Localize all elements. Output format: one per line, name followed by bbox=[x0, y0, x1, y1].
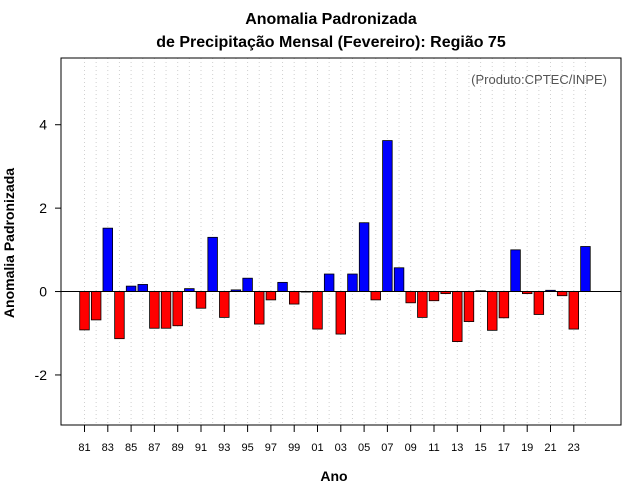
bar-2011 bbox=[428, 291, 440, 302]
bar-2004 bbox=[347, 273, 358, 292]
x-tick-label: 99 bbox=[288, 442, 300, 454]
bar-1985 bbox=[125, 285, 137, 292]
bar-2017 bbox=[498, 291, 510, 319]
bars-group bbox=[79, 140, 591, 342]
bar-2003 bbox=[335, 291, 347, 335]
bar-2008 bbox=[393, 267, 405, 292]
bar-1997 bbox=[265, 291, 277, 301]
bar-2001 bbox=[312, 291, 323, 330]
bar-2018 bbox=[510, 249, 521, 292]
bar-2024 bbox=[580, 246, 591, 292]
bar-1981 bbox=[79, 291, 90, 331]
y-axis: -2 0 2 4 bbox=[35, 117, 61, 383]
x-tick-label: 93 bbox=[218, 442, 230, 454]
x-tick-label: 87 bbox=[148, 442, 160, 454]
x-axis-label: Ano bbox=[320, 468, 347, 484]
y-tick-label: 0 bbox=[39, 284, 47, 300]
x-tick-label: 03 bbox=[335, 442, 347, 454]
bar-2022 bbox=[556, 291, 568, 297]
x-tick-label: 95 bbox=[241, 442, 253, 454]
bar-2016 bbox=[487, 291, 498, 331]
x-tick-label: 05 bbox=[358, 442, 370, 454]
x-tick-label: 01 bbox=[311, 442, 323, 454]
bar-1988 bbox=[160, 291, 172, 329]
bar-2009 bbox=[405, 291, 416, 304]
x-tick-label: 91 bbox=[195, 442, 207, 454]
bar-1996 bbox=[254, 291, 265, 325]
x-tick-label: 89 bbox=[172, 442, 184, 454]
bar-2020 bbox=[533, 291, 545, 315]
bar-1991 bbox=[195, 291, 207, 309]
bar-1982 bbox=[90, 291, 102, 321]
bar-2006 bbox=[370, 291, 381, 301]
vertical-grid-lines bbox=[84, 58, 586, 425]
bar-2005 bbox=[358, 222, 370, 292]
bar-1984 bbox=[114, 291, 125, 340]
x-tick-label: 09 bbox=[405, 442, 417, 454]
bar-1986 bbox=[137, 284, 148, 292]
plot-frame bbox=[60, 57, 622, 426]
x-tick-label: 97 bbox=[265, 442, 277, 454]
x-tick-label: 19 bbox=[521, 442, 533, 454]
bar-2010 bbox=[417, 291, 428, 318]
x-tick-label: 83 bbox=[102, 442, 114, 454]
bar-1995 bbox=[242, 277, 253, 292]
bar-2002 bbox=[323, 273, 335, 292]
bar-2007 bbox=[382, 140, 393, 292]
x-tick-label: 07 bbox=[381, 442, 393, 454]
x-tick-label: 13 bbox=[451, 442, 463, 454]
bar-1993 bbox=[219, 291, 230, 318]
y-tick-label: 4 bbox=[39, 117, 47, 133]
x-tick-label: 81 bbox=[78, 442, 90, 454]
x-tick-label: 17 bbox=[498, 442, 510, 454]
bar-2014 bbox=[463, 291, 475, 322]
x-tick-label: 23 bbox=[568, 442, 580, 454]
bar-1983 bbox=[102, 227, 114, 292]
y-axis-label: Anomalia Padronizada bbox=[1, 168, 17, 318]
x-tick-label: 21 bbox=[544, 442, 556, 454]
y-tick-label: 2 bbox=[39, 200, 47, 216]
bar-1987 bbox=[149, 291, 160, 329]
x-tick-label: 15 bbox=[474, 442, 486, 454]
product-credit: (Produto:CPTEC/INPE) bbox=[471, 72, 607, 87]
bar-2013 bbox=[452, 291, 463, 342]
chart-title-line1: Anomalia Padronizada bbox=[245, 11, 417, 28]
bar-1999 bbox=[288, 291, 300, 305]
bar-1989 bbox=[172, 291, 183, 327]
x-axis: 81 83 85 87 89 91 93 95 97 99 01 03 05 07 09 11 13 15 17 19… bbox=[78, 425, 580, 454]
x-tick-label: 85 bbox=[125, 442, 137, 454]
chart-title-line2: de Precipitação Mensal (Fevereiro): Regi… bbox=[156, 34, 506, 51]
x-tick-label: 11 bbox=[428, 442, 439, 454]
bar-2023 bbox=[568, 291, 580, 330]
bar-1998 bbox=[277, 281, 288, 292]
y-tick-label: -2 bbox=[35, 367, 48, 383]
bar-1992 bbox=[207, 236, 218, 292]
